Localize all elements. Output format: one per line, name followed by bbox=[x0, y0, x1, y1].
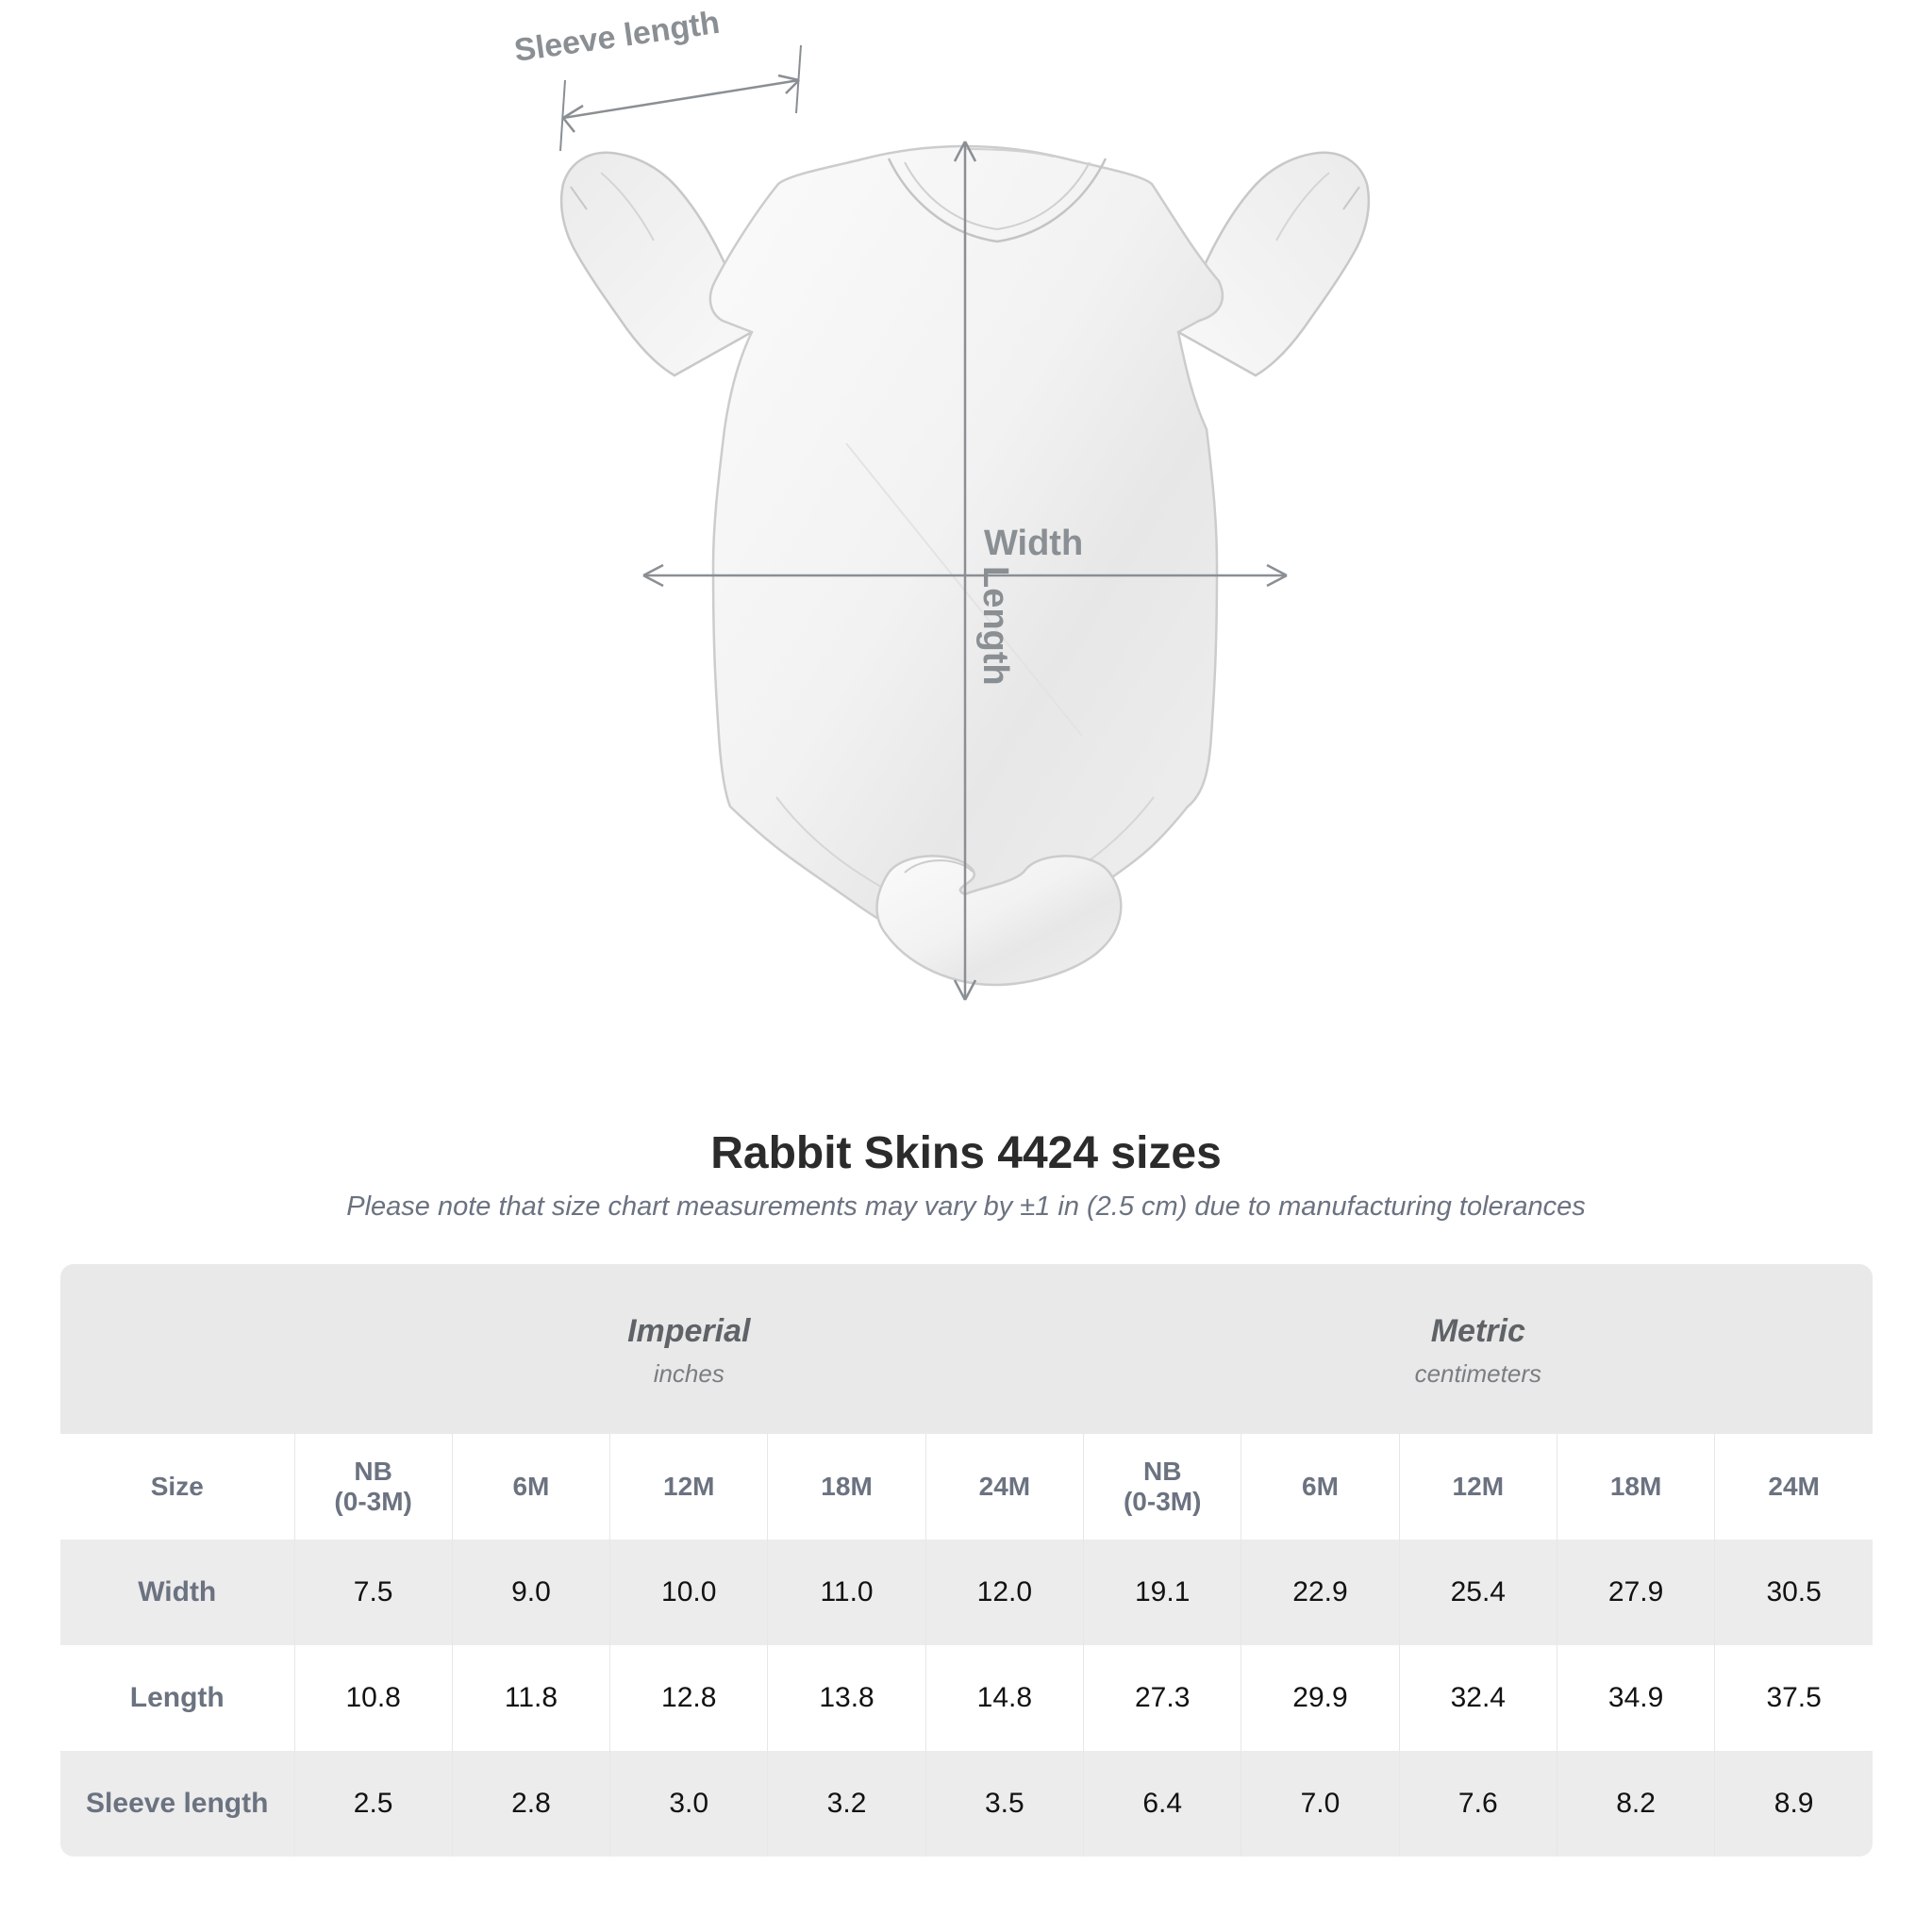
svg-text:Width: Width bbox=[984, 524, 1083, 563]
svg-text:Sleeve length: Sleeve length bbox=[512, 5, 722, 69]
svg-text:Length: Length bbox=[975, 566, 1015, 686]
